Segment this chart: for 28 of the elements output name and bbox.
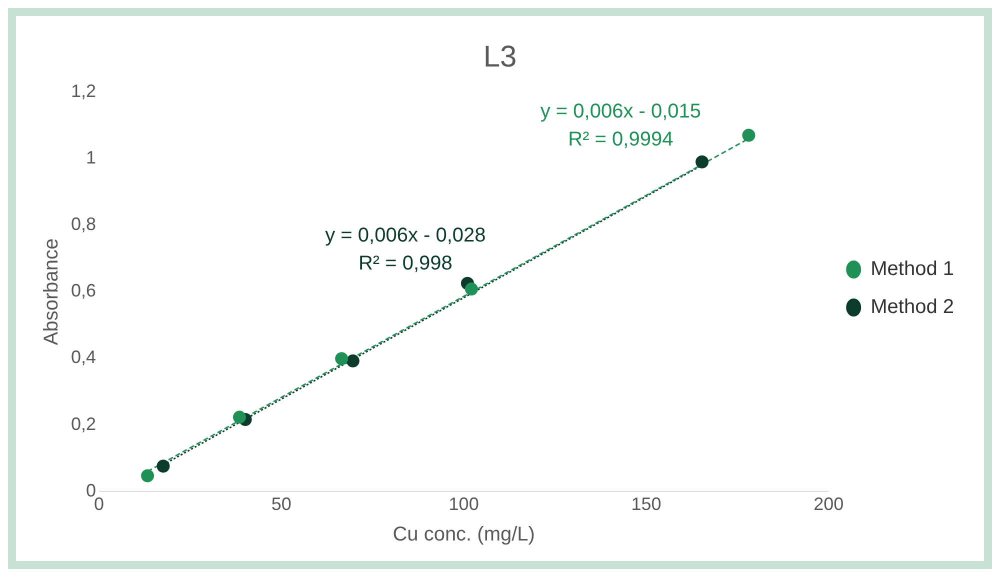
y-tick-label: 0,4	[70, 347, 96, 368]
point	[156, 460, 170, 473]
point	[346, 354, 360, 368]
point	[335, 352, 348, 366]
y-axis-title: Absorbance	[40, 238, 63, 346]
point	[232, 410, 246, 424]
x-axis-title: Cu conc. (mg/L)	[392, 524, 535, 546]
annotation: y = 0,006x - 0,015	[540, 100, 702, 122]
point	[141, 469, 154, 482]
y-tick-label: 1,2	[70, 80, 96, 101]
annotation: R² = 0,998	[358, 252, 452, 274]
y-tick-label: 0	[86, 480, 96, 500]
x-tick-label: 50	[271, 494, 292, 514]
legend-label: Method 1	[870, 258, 954, 280]
point	[464, 282, 478, 296]
x-tick-label: 200	[814, 494, 844, 514]
y-tick-label: 0,8	[70, 214, 96, 234]
chart-title: L3	[483, 40, 517, 74]
y-tick-label: 1	[86, 148, 96, 168]
x-tick-label: 100	[448, 494, 479, 514]
annotation: y = 0,006x - 0,028	[325, 224, 486, 246]
x-tick-label: 150	[631, 494, 662, 514]
point	[742, 128, 756, 142]
legend-label: Method 2	[870, 296, 954, 318]
y-tick-label: 0,6	[70, 280, 96, 301]
point	[696, 155, 709, 168]
y-tick-label: 0,2	[70, 414, 96, 434]
annotation: R² = 0,9994	[568, 128, 674, 150]
